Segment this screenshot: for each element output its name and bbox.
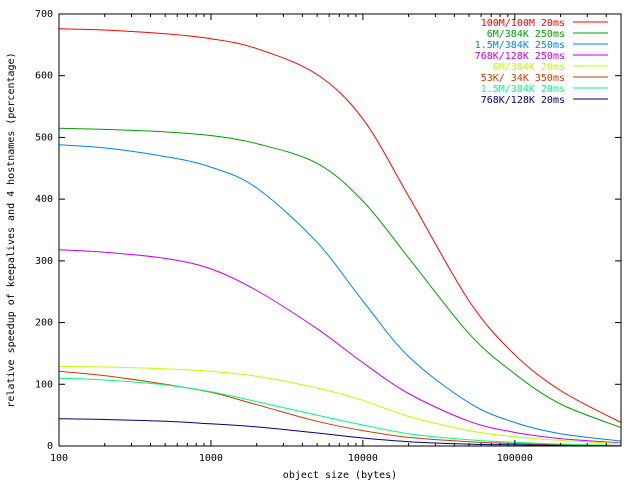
legend-label-3: 768K/128K 250ms xyxy=(475,51,565,62)
series-line-0 xyxy=(58,28,622,423)
x-tick-label: 100000 xyxy=(497,453,533,464)
legend-label-4: 6M/384K 20ms xyxy=(493,62,565,73)
y-tick-label: 700 xyxy=(35,9,53,20)
legend-label-2: 1.5M/384K 250ms xyxy=(475,40,565,51)
series-line-3 xyxy=(58,249,622,444)
legend-label-1: 6M/384K 250ms xyxy=(487,29,565,40)
y-tick-label: 500 xyxy=(35,132,53,143)
series-line-1 xyxy=(58,127,622,428)
x-axis-label: object size (bytes) xyxy=(283,470,397,480)
y-tick-label: 300 xyxy=(35,256,53,267)
x-tick-label: 100 xyxy=(50,453,68,464)
legend-label-5: 53K/ 34K 350ms xyxy=(481,73,565,84)
series-line-5 xyxy=(58,370,622,446)
series-line-2 xyxy=(58,144,622,442)
series-layer xyxy=(58,28,622,447)
legend-label-7: 768K/128K 20ms xyxy=(481,95,565,106)
y-tick-label: 0 xyxy=(47,441,53,452)
series-line-7 xyxy=(58,418,622,447)
y-tick-label: 600 xyxy=(35,71,53,82)
x-tick-label: 10000 xyxy=(348,453,378,464)
y-tick-label: 400 xyxy=(35,194,53,205)
series-line-4 xyxy=(58,365,622,444)
y-tick-label: 200 xyxy=(35,318,53,329)
y-tick-label: 100 xyxy=(35,379,53,390)
x-tick-label: 1000 xyxy=(199,453,223,464)
y-axis-label: relative speedup of keepalives and 4 hos… xyxy=(6,52,17,407)
series-line-6 xyxy=(58,377,622,446)
plot-frame xyxy=(58,13,622,447)
legend-label-0: 100M/100M 20ms xyxy=(481,18,565,29)
legend-label-6: 1.5M/384K 20ms xyxy=(481,84,565,95)
